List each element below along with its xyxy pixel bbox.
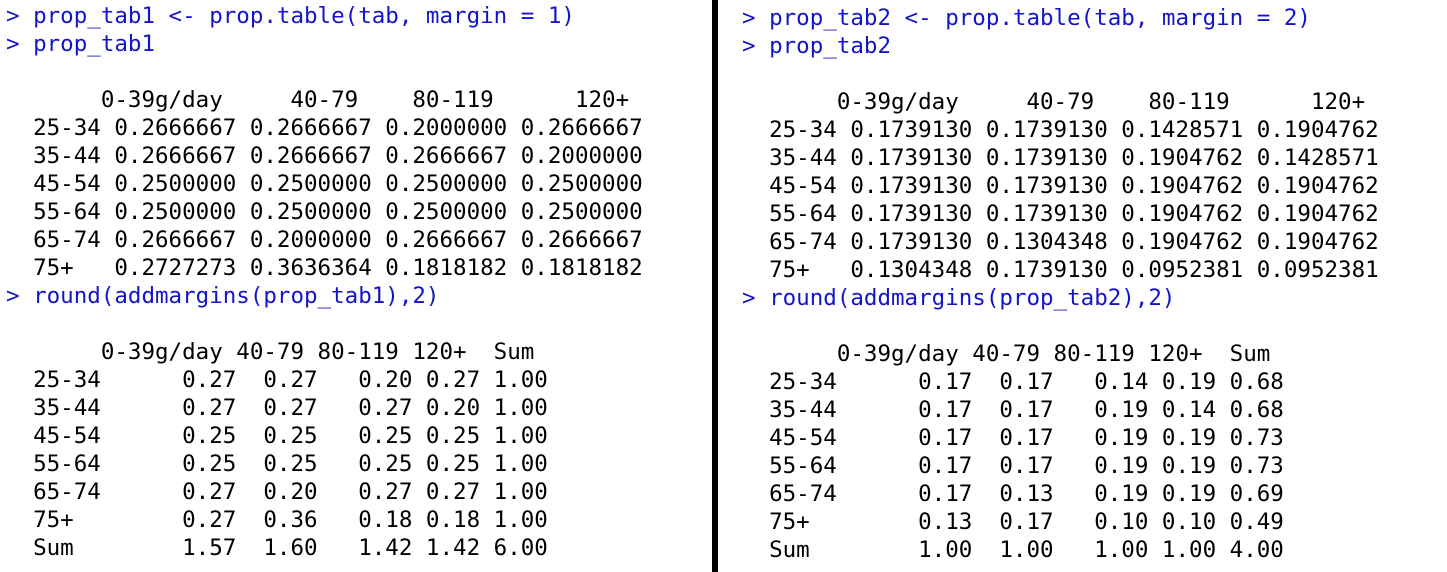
console-output-line <box>6 310 712 338</box>
pane-divider <box>712 0 718 572</box>
console-output-line: 25-34 0.27 0.27 0.20 0.27 1.00 <box>6 367 548 393</box>
console-output-line: 45-54 0.2500000 0.2500000 0.2500000 0.25… <box>6 171 643 197</box>
console-output-line: 75+ 0.13 0.17 0.10 0.10 0.49 <box>742 509 1284 535</box>
console-output-line <box>742 312 1447 340</box>
console-output-line: 55-64 0.17 0.17 0.19 0.19 0.73 <box>742 453 1284 479</box>
console-output-line: 0-39g/day 40-79 80-119 120+ <box>742 89 1366 115</box>
console-output-line: 75+ 0.1304348 0.1739130 0.0952381 0.0952… <box>742 257 1379 283</box>
console-command-line: > round(addmargins(prop_tab1),2) <box>6 283 440 309</box>
console-output-line: 25-34 0.17 0.17 0.14 0.19 0.68 <box>742 369 1284 395</box>
console-output-line <box>6 58 712 86</box>
console-output-line: 55-64 0.2500000 0.2500000 0.2500000 0.25… <box>6 199 643 225</box>
console-output-line <box>742 60 1447 88</box>
console-output-line: 0-39g/day 40-79 80-119 120+ Sum <box>742 341 1271 367</box>
console-output-line: 75+ 0.27 0.36 0.18 0.18 1.00 <box>6 507 548 533</box>
console-output-line: 75+ 0.2727273 0.3636364 0.1818182 0.1818… <box>6 255 643 281</box>
console-output-line: 45-54 0.25 0.25 0.25 0.25 1.00 <box>6 423 548 449</box>
console-command-line: > prop_tab2 <- prop.table(tab, margin = … <box>742 5 1311 31</box>
console-pane-right: > prop_tab2 <- prop.table(tab, margin = … <box>718 0 1447 572</box>
console-output-line: 65-74 0.27 0.20 0.27 0.27 1.00 <box>6 479 548 505</box>
console-output-line: 0-39g/day 40-79 80-119 120+ Sum <box>6 339 535 365</box>
console-output-line: 45-54 0.17 0.17 0.19 0.19 0.73 <box>742 425 1284 451</box>
console-command-line: > prop_tab1 <box>6 31 156 57</box>
console-output-line: 65-74 0.2666667 0.2000000 0.2666667 0.26… <box>6 227 643 253</box>
console-output-line: 55-64 0.25 0.25 0.25 0.25 1.00 <box>6 451 548 477</box>
console-output-line: 45-54 0.1739130 0.1739130 0.1904762 0.19… <box>742 173 1379 199</box>
console-output-line: 55-64 0.1739130 0.1739130 0.1904762 0.19… <box>742 201 1379 227</box>
console-command-line: > round(addmargins(prop_tab2),2) <box>742 285 1176 311</box>
console-output-line: 65-74 0.17 0.13 0.19 0.19 0.69 <box>742 481 1284 507</box>
console-output-line: 25-34 0.2666667 0.2666667 0.2000000 0.26… <box>6 115 643 141</box>
console-output-line: 35-44 0.2666667 0.2666667 0.2666667 0.20… <box>6 143 643 169</box>
console-output-line: 65-74 0.1739130 0.1304348 0.1904762 0.19… <box>742 229 1379 255</box>
console-command-line: > prop_tab1 <- prop.table(tab, margin = … <box>6 3 575 29</box>
console-output-line: 35-44 0.27 0.27 0.27 0.20 1.00 <box>6 395 548 421</box>
console-command-line: > prop_tab2 <box>742 33 892 59</box>
console-output-line: Sum 1.57 1.60 1.42 1.42 6.00 <box>6 535 548 561</box>
console-output-line: 25-34 0.1739130 0.1739130 0.1428571 0.19… <box>742 117 1379 143</box>
console-pane-left: > prop_tab1 <- prop.table(tab, margin = … <box>0 0 712 572</box>
console-output-line: Sum 1.00 1.00 1.00 1.00 4.00 <box>742 537 1284 563</box>
console-output-line: 35-44 0.1739130 0.1739130 0.1904762 0.14… <box>742 145 1379 171</box>
console-output-line: 0-39g/day 40-79 80-119 120+ <box>6 87 630 113</box>
console-output-line: 35-44 0.17 0.17 0.19 0.14 0.68 <box>742 397 1284 423</box>
